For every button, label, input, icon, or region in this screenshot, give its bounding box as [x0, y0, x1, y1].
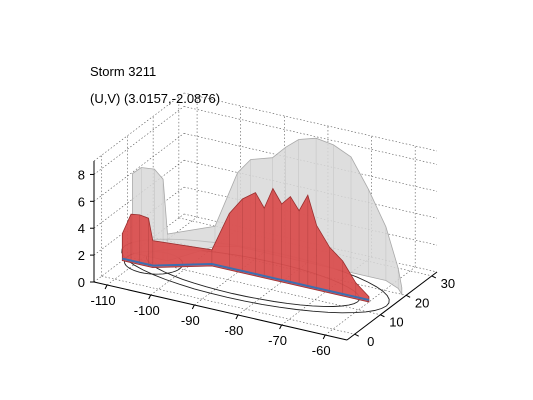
x-tick: [322, 334, 326, 340]
x-tick: [279, 324, 283, 330]
grid-line: [101, 275, 355, 335]
grid-line: [93, 133, 185, 202]
z-tick-label: 0: [78, 275, 85, 290]
x-tick: [191, 304, 195, 310]
y-tick: [431, 275, 437, 279]
isosurfaces: [121, 137, 403, 303]
x-tick-label: -80: [225, 323, 244, 338]
x-tick-label: -70: [268, 333, 287, 348]
grid-line: [93, 92, 185, 162]
grid-line: [325, 266, 416, 336]
y-tick-label: 0: [367, 334, 374, 349]
isosurface-inner: [121, 187, 370, 303]
x-tick-label: -100: [134, 303, 160, 318]
grid-line: [183, 92, 438, 152]
z-tick-label: 2: [78, 248, 85, 263]
chart-subtitle: (U,V) (3.0157,-2.0876): [90, 91, 221, 106]
grid-line: [183, 106, 438, 165]
y-tick-label: 30: [441, 276, 455, 291]
x-tick-label: -60: [312, 343, 331, 358]
z-tick-label: 4: [78, 221, 85, 236]
x-axis-line: [93, 281, 348, 341]
y-tick: [405, 294, 411, 298]
x-tick: [104, 284, 108, 290]
z-tick-label: 6: [78, 194, 85, 209]
x-tick-label: -90: [181, 313, 200, 328]
y-tick: [380, 314, 385, 318]
y-tick-label: 10: [389, 315, 403, 330]
x-tick: [235, 314, 239, 320]
surface-base-rim: [122, 257, 370, 301]
chart-title: Storm 3211: [90, 64, 157, 79]
y-tick: [354, 333, 359, 337]
x-tick: [148, 294, 152, 300]
axes: -110 -100 -90 -80 -70 -60 0 10 20 30 0 2 4 6 8: [78, 161, 455, 358]
y-tick-label: 20: [415, 295, 429, 310]
z-tick-label: 8: [78, 167, 85, 182]
y-axis-line: [346, 271, 438, 341]
x-tick-label: -110: [91, 293, 116, 308]
grid-line: [93, 106, 185, 175]
